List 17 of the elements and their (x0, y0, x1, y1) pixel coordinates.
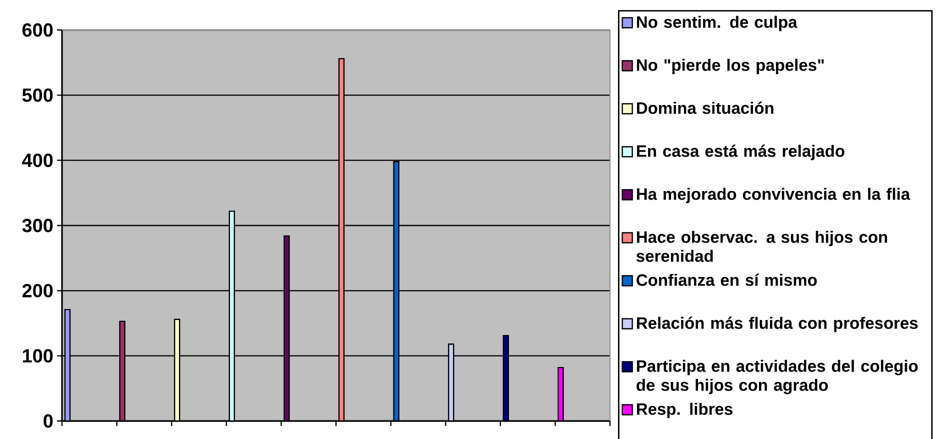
y-tick-label: 0 (44, 414, 53, 428)
legend-label: No sentim. de culpa (637, 16, 798, 32)
legend-label: Confianza en sí mismo (636, 274, 817, 286)
legend-label: Hace observac. a sus hijos con serenidad (636, 230, 888, 262)
y-tick-label: 400 (22, 154, 53, 168)
y-tick-label: 100 (22, 349, 53, 363)
legend-label: Relación más fluida con profesores (637, 316, 918, 332)
legend-label: Domina situación (637, 102, 774, 114)
legend-label: Participa en actividades del colegio de sus hijos con agrado (636, 360, 918, 394)
legend-label: Resp. libres (637, 402, 732, 418)
y-tick-label: 600 (22, 23, 53, 37)
y-tick-label: 200 (22, 284, 53, 298)
y-tick-label: 500 (22, 88, 53, 102)
legend-label: Ha mejorado convivencia en la flia (637, 188, 910, 204)
legend-label: No "pierde los papeles" (637, 58, 824, 74)
legend-label: En casa está más relajado (637, 144, 844, 160)
y-tick-label: 300 (22, 218, 53, 232)
